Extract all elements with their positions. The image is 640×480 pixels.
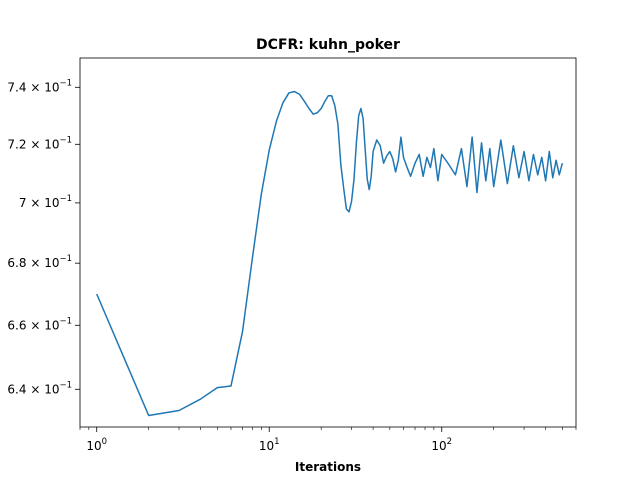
y-axis: 6.4 × 10−1 6.6 × 10−1 6.8 × 10−1 7 × 10−1 7.…	[7, 78, 80, 396]
x-axis: 100 101 102	[79, 427, 577, 453]
y-tick-label: 6.6 × 10−1	[7, 316, 72, 332]
series-line-0	[96, 90, 564, 417]
x-axis-label: Iterations	[295, 460, 361, 474]
chart-title: DCFR: kuhn_poker	[256, 37, 400, 53]
y-tick-label: 7.2 × 10−1	[7, 135, 72, 151]
y-tick-label: 7.4 × 10−1	[7, 78, 72, 94]
y-tick-label: 6.4 × 10−1	[7, 380, 72, 396]
y-tick-label: 6.8 × 10−1	[7, 254, 72, 270]
series-layer	[96, 90, 564, 417]
x-tick-label: 102	[431, 437, 452, 453]
x-tick-label: 101	[259, 437, 280, 453]
y-tick-label: 7 × 10−1	[19, 194, 72, 210]
plot-area: 100 101 102 6.4 × 10−1 6.6 × 10−1 6.8 × 10−1…	[7, 57, 577, 453]
axes-frame	[79, 57, 577, 428]
x-tick-label: 100	[86, 437, 107, 453]
